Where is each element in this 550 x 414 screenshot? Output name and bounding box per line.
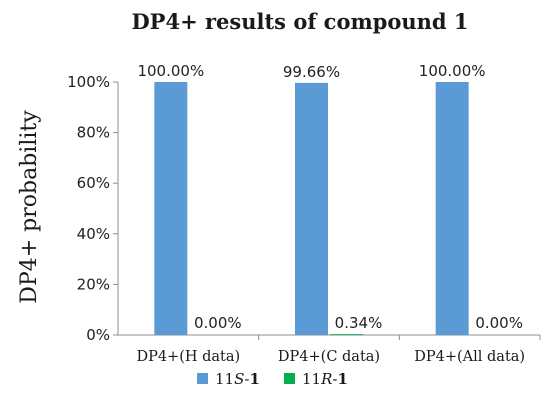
data-label: 100.00%	[137, 62, 204, 80]
x-category-label: DP4+(All data)	[414, 349, 525, 365]
plot-area: 0% 20% 40% 60% 80% 100% DP4+(H data) 100.00% 0.0…	[67, 62, 541, 365]
x-category-label: DP4+(C data)	[278, 349, 380, 365]
legend-label: 11S-1	[215, 370, 260, 388]
legend-swatch	[284, 373, 295, 384]
data-label: 99.66%	[283, 63, 340, 81]
y-tick-label: 60%	[77, 174, 110, 192]
bar-series-2	[330, 334, 363, 335]
legend-label: 11R-1	[302, 370, 348, 388]
legend: 11S-1 11R-1	[197, 370, 348, 388]
y-tick-label: 0%	[86, 326, 110, 344]
data-label: 0.00%	[194, 314, 242, 332]
data-label: 100.00%	[419, 62, 486, 80]
legend-swatch	[197, 373, 208, 384]
y-tick-label: 100%	[67, 73, 110, 91]
legend-item: 11R-1	[284, 370, 348, 388]
legend-item: 11S-1	[197, 370, 260, 388]
y-axis-label: DP4+ probability	[17, 110, 42, 304]
bar-series-1	[295, 82, 328, 335]
data-label: 0.34%	[335, 314, 383, 332]
x-category-label: DP4+(H data)	[136, 349, 240, 365]
bar-series-1	[154, 82, 188, 335]
data-label: 0.00%	[475, 314, 523, 332]
y-tick-label: 20%	[77, 275, 110, 293]
y-tick-label: 80%	[77, 124, 110, 142]
bar-series-1	[435, 82, 469, 335]
y-tick-label: 40%	[77, 225, 110, 243]
chart-title: DP4+ results of compound 1	[131, 9, 468, 34]
